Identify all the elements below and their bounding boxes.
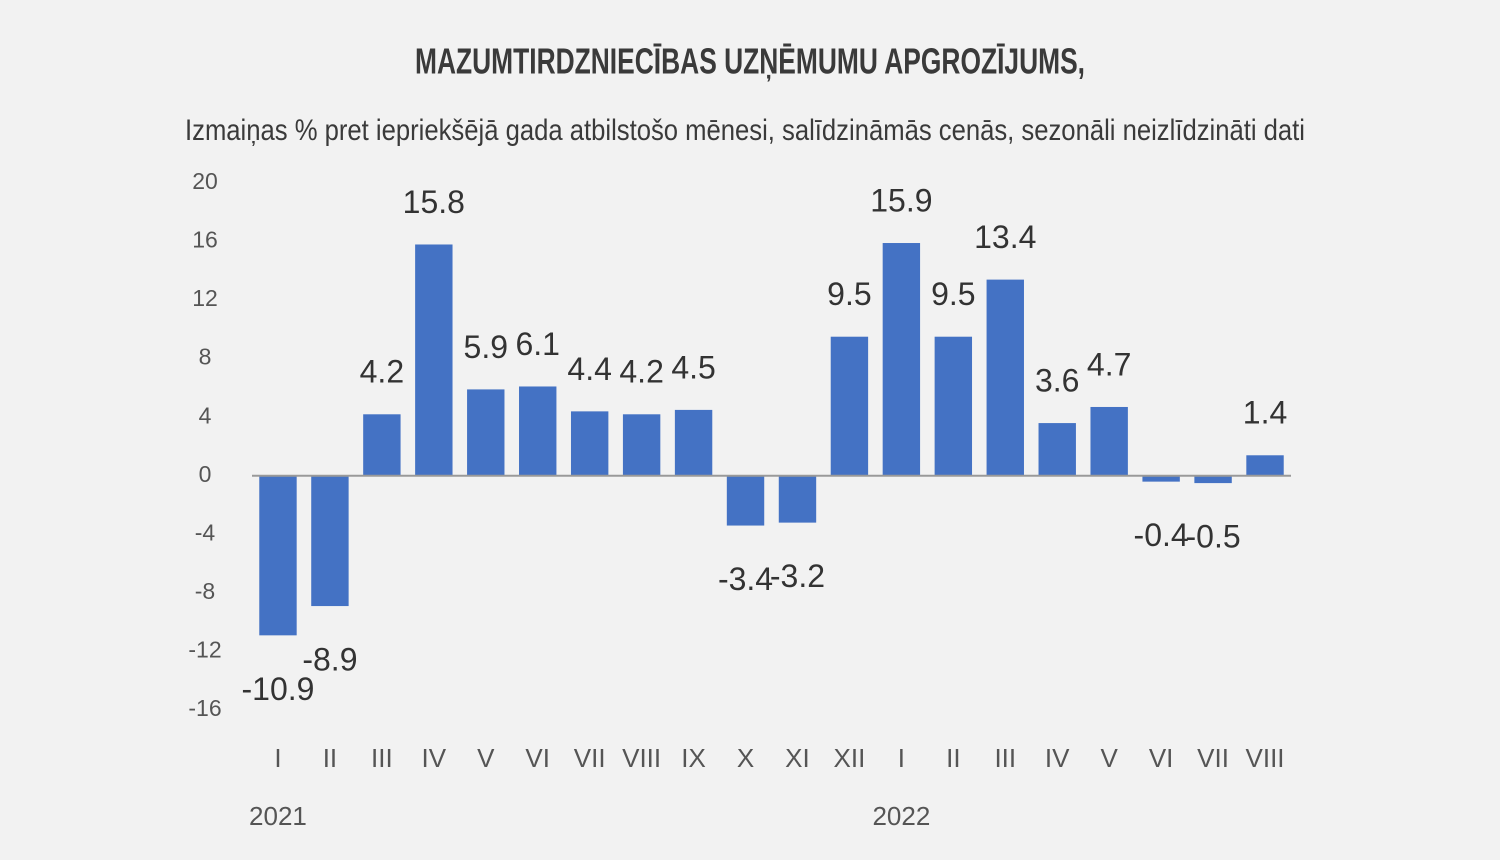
value-label: 4.2	[360, 354, 404, 390]
value-label: 9.5	[827, 276, 871, 312]
x-tick-label: III	[371, 743, 393, 773]
y-tick-label: 4	[199, 402, 212, 428]
year-label: 2022	[872, 801, 930, 831]
value-label: 4.5	[671, 349, 715, 385]
value-label: 5.9	[464, 329, 508, 365]
bar	[1246, 455, 1284, 476]
x-tick-label: IX	[681, 743, 706, 773]
bar	[467, 389, 505, 476]
x-tick-label: VII	[1197, 743, 1229, 773]
bar	[1090, 406, 1128, 476]
bar	[830, 336, 869, 476]
x-tick-label: VI	[525, 743, 550, 773]
chart-subtitle: Izmaiņas % pret iepriekšējā gada atbilst…	[185, 114, 1305, 147]
value-label: 13.4	[974, 219, 1036, 255]
bar	[726, 475, 765, 526]
x-tick-label: IV	[422, 743, 447, 773]
bar	[778, 475, 817, 523]
x-tick-label: I	[898, 743, 905, 773]
value-label: -10.9	[242, 671, 315, 707]
value-label: -8.9	[302, 642, 357, 678]
bar	[934, 336, 973, 476]
value-label: 1.4	[1243, 395, 1287, 431]
year-label: 2021	[249, 801, 307, 831]
x-tick-label: III	[994, 743, 1016, 773]
y-tick-label: 20	[192, 168, 218, 194]
y-tick-label: -12	[188, 637, 221, 663]
bar	[311, 475, 349, 607]
y-tick-label: 12	[192, 285, 218, 311]
x-tick-label: II	[946, 743, 960, 773]
y-tick-label: -8	[195, 578, 215, 604]
value-label: -3.4	[718, 561, 773, 597]
bar	[415, 244, 453, 476]
bar	[674, 409, 713, 476]
bar	[259, 475, 297, 636]
value-label: -0.5	[1186, 519, 1241, 555]
x-tick-label: X	[737, 743, 754, 773]
x-tick-label: II	[323, 743, 337, 773]
bar	[1142, 475, 1180, 482]
bar	[363, 414, 401, 476]
x-tick-label: IV	[1045, 743, 1070, 773]
x-tick-label: VII	[574, 743, 606, 773]
bar	[1194, 475, 1232, 484]
value-label: 4.4	[567, 351, 611, 387]
y-tick-label: 16	[192, 227, 218, 253]
x-tick-label: V	[477, 743, 495, 773]
value-label: 4.2	[619, 354, 663, 390]
value-label: 6.1	[515, 326, 559, 362]
bar	[882, 243, 921, 476]
bar	[622, 414, 661, 476]
bar	[519, 386, 557, 476]
y-tick-label: -16	[188, 695, 221, 721]
value-label: -3.2	[770, 558, 825, 594]
value-label: 15.9	[870, 182, 932, 218]
chart-title: MAZUMTIRDZNIECĪBAS UZŅĒMUMU APGROZĪJUMS,	[415, 41, 1085, 82]
bar	[570, 411, 609, 476]
x-tick-label: I	[274, 743, 281, 773]
bar	[1038, 423, 1076, 476]
bar	[986, 279, 1024, 476]
x-tick-label: VIII	[1246, 743, 1285, 773]
y-tick-label: 8	[199, 344, 212, 370]
x-tick-label: VI	[1149, 743, 1174, 773]
y-tick-label: 0	[199, 461, 212, 487]
value-label: -0.4	[1134, 517, 1189, 553]
y-tick-label: -4	[195, 519, 216, 545]
x-tick-label: XI	[785, 743, 810, 773]
value-label: 4.7	[1087, 346, 1131, 382]
value-label: 3.6	[1035, 363, 1079, 399]
value-label: 15.8	[403, 184, 465, 220]
x-tick-label: VIII	[622, 743, 661, 773]
x-tick-label: V	[1101, 743, 1119, 773]
x-tick-label: XII	[834, 743, 866, 773]
value-label: 9.5	[931, 276, 975, 312]
